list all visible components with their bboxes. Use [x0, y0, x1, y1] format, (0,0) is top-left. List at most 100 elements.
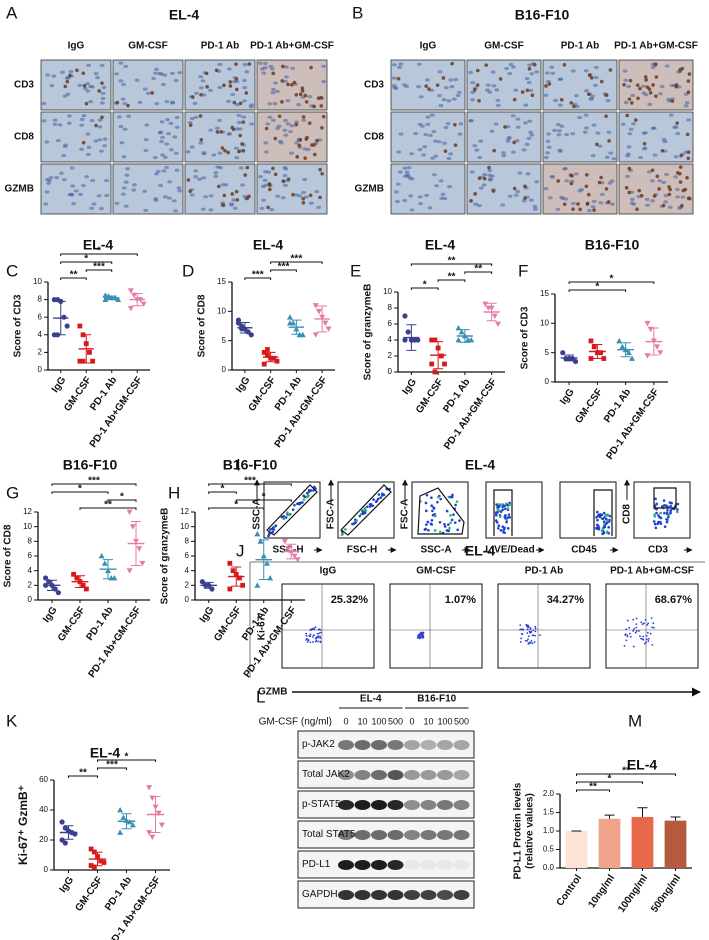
nucleus — [46, 181, 52, 185]
stained-cell — [674, 84, 679, 89]
stained-cell — [232, 100, 237, 105]
nucleus — [97, 125, 103, 129]
nucleus — [173, 78, 179, 83]
bar — [565, 831, 588, 868]
data-point — [227, 586, 233, 592]
axes — [53, 780, 170, 871]
ihc-image — [618, 163, 694, 215]
y-tick-label: 4 — [185, 566, 190, 575]
data-point — [140, 301, 147, 307]
x-tick-label: 10ng/ml — [586, 873, 617, 910]
nucleus — [118, 124, 124, 129]
nucleus — [217, 62, 223, 67]
nucleus — [213, 171, 219, 175]
nucleus — [89, 85, 95, 89]
x-tick-label: PD-1 Ab+GM-CSF — [87, 605, 144, 680]
nucleus — [420, 124, 425, 128]
nucleus — [487, 178, 493, 182]
stained-cell — [215, 130, 220, 134]
stained-cell — [318, 195, 322, 200]
stained-cell — [652, 194, 657, 198]
stained-cell — [475, 68, 480, 73]
nucleus — [171, 199, 177, 203]
nucleus — [469, 170, 475, 174]
nucleus — [215, 165, 221, 169]
nucleus — [625, 174, 630, 179]
nucleus — [177, 71, 183, 75]
y-tick-label: 10 — [23, 522, 32, 531]
nucleus — [641, 131, 647, 135]
stained-cell — [685, 175, 689, 180]
nucleus — [555, 123, 561, 127]
y-tick-label: 10 — [217, 306, 226, 315]
data-point — [312, 332, 319, 338]
nucleus — [428, 133, 433, 138]
data-point — [625, 349, 632, 356]
nucleus — [417, 148, 423, 152]
event — [651, 643, 654, 646]
nucleus — [241, 115, 247, 119]
data-point — [429, 337, 435, 343]
percent-label: 68.67% — [655, 594, 693, 606]
event — [526, 632, 529, 634]
nucleus — [528, 130, 534, 134]
data-point — [442, 361, 447, 367]
nucleus — [547, 196, 553, 200]
nucleus — [290, 66, 295, 70]
event — [527, 635, 530, 638]
nucleus — [321, 79, 327, 84]
event — [418, 636, 421, 639]
stained-cell — [661, 203, 666, 208]
nucleus — [226, 132, 232, 136]
nucleus — [508, 62, 514, 67]
nucleus — [443, 125, 449, 130]
stained-cell — [473, 192, 477, 196]
significance-bracket — [437, 279, 466, 282]
significance-label: * — [78, 484, 82, 495]
nucleus — [413, 131, 419, 136]
nucleus — [501, 151, 507, 155]
band — [371, 770, 387, 780]
nucleus — [664, 64, 670, 68]
y-tick-label: 0.5 — [543, 845, 555, 854]
event — [647, 637, 650, 640]
quadrant-lines — [390, 584, 482, 668]
nucleus — [125, 167, 130, 171]
stained-cell — [81, 71, 86, 76]
nucleus — [237, 127, 243, 131]
nucleus — [645, 203, 650, 207]
stained-cell — [186, 178, 191, 182]
nucleus — [258, 175, 263, 179]
event — [632, 645, 635, 648]
band — [371, 800, 387, 810]
event — [452, 513, 455, 516]
stained-cell — [94, 123, 98, 128]
nucleus — [651, 126, 657, 130]
nucleus — [532, 207, 538, 211]
nucleus — [208, 88, 213, 92]
event — [506, 507, 510, 510]
data-point — [405, 329, 411, 335]
nucleus — [593, 65, 599, 69]
event — [372, 498, 375, 501]
ihc-image — [390, 111, 466, 163]
nucleus — [570, 132, 576, 136]
stained-cell — [636, 96, 640, 101]
significance-bracket — [576, 781, 643, 784]
x-tick-label: IgG — [41, 605, 60, 625]
band — [387, 740, 404, 750]
event — [505, 520, 508, 524]
event — [319, 635, 322, 638]
gate — [493, 489, 513, 536]
nucleus — [553, 98, 558, 103]
nucleus — [102, 137, 108, 141]
nucleus — [644, 197, 650, 202]
nucleus — [630, 93, 636, 98]
event — [506, 527, 510, 530]
event — [314, 626, 317, 629]
stained-cell — [198, 114, 203, 118]
nucleus — [433, 154, 439, 158]
event — [312, 641, 314, 643]
stained-cell — [678, 165, 683, 169]
data-point — [286, 320, 293, 326]
